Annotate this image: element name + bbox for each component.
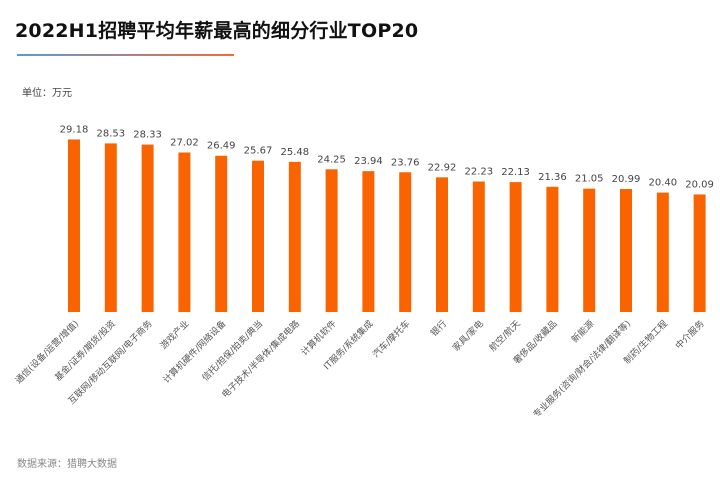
category-label: 航空/航天 <box>487 318 523 354</box>
data-label: 21.36 <box>538 172 567 183</box>
bar <box>472 181 485 312</box>
bar <box>288 161 301 312</box>
bar <box>362 171 375 312</box>
bar <box>509 182 522 312</box>
bar <box>693 194 706 312</box>
bar <box>325 169 338 312</box>
data-label: 28.53 <box>96 128 125 139</box>
bar <box>252 160 264 312</box>
data-label: 22.23 <box>464 167 493 178</box>
data-label: 23.76 <box>391 157 420 168</box>
bar <box>178 152 191 312</box>
data-label: 20.40 <box>648 178 677 189</box>
bar <box>141 144 154 312</box>
source-note: 数据来源：猎聘大数据 <box>17 459 117 470</box>
category-label: 家具/家电 <box>450 318 486 354</box>
bar <box>104 143 117 312</box>
data-label: 25.67 <box>244 146 273 157</box>
category-label: 中介服务 <box>673 318 707 352</box>
bar <box>546 186 559 312</box>
category-label: 计算机硬件/网络设备 <box>160 318 228 386</box>
chart-title: 2022H1招聘平均年薪最高的细分行业TOP20 <box>15 20 419 42</box>
category-label: 新能源 <box>569 318 597 346</box>
data-label: 24.25 <box>317 154 346 165</box>
bar <box>620 189 632 312</box>
data-label: 27.02 <box>170 138 199 149</box>
data-label: 28.33 <box>133 130 162 141</box>
data-label: 23.94 <box>354 156 383 167</box>
category-label: 计算机软件 <box>298 318 338 358</box>
data-label: 20.09 <box>685 179 714 190</box>
bar <box>656 192 669 312</box>
bar <box>215 155 228 312</box>
category-label: 信托/担保/拍卖/典当 <box>199 318 265 384</box>
category-label: 游戏产业 <box>158 318 192 352</box>
data-label: 26.49 <box>207 141 236 152</box>
data-label: 29.18 <box>60 124 89 135</box>
data-label: 22.13 <box>501 167 530 178</box>
data-label: 25.48 <box>280 147 309 158</box>
data-label: 20.99 <box>612 174 641 185</box>
data-label: 22.92 <box>428 162 457 173</box>
category-label: 通信(设备/运营/增值) <box>12 318 81 387</box>
title-underline <box>17 54 234 56</box>
bar <box>399 172 412 312</box>
bar <box>583 188 596 312</box>
unit-label: 单位：万元 <box>22 88 72 99</box>
bar <box>436 177 448 312</box>
data-label: 21.05 <box>575 174 604 185</box>
category-label: 银行 <box>428 318 449 339</box>
category-label: 汽车/摩托车 <box>370 318 412 360</box>
category-label: 基金/证券/期货/投资 <box>52 318 118 384</box>
bar <box>68 139 80 312</box>
